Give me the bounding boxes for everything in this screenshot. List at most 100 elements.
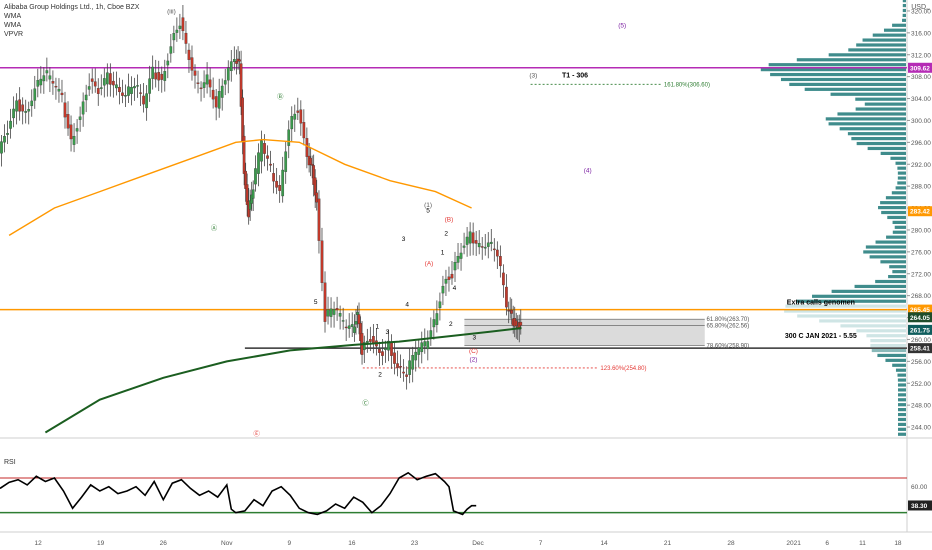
- candle-body: [260, 140, 263, 162]
- candle-body: [30, 100, 34, 107]
- candle-body: [24, 111, 28, 113]
- candle-body: [278, 185, 282, 191]
- candle-body: [384, 348, 387, 350]
- volume-profile-bar: [870, 343, 906, 348]
- candle-body: [444, 278, 448, 284]
- candle-body: [154, 72, 158, 80]
- indicator-wma-1[interactable]: WMA: [4, 13, 22, 20]
- candle-body: [486, 242, 490, 247]
- volume-profile-bar: [886, 235, 906, 239]
- candle-body: [305, 138, 309, 157]
- candle-body: [269, 163, 272, 166]
- volume-profile-bar: [825, 117, 906, 121]
- volume-profile-bar: [892, 270, 906, 274]
- indicator-wma-2[interactable]: WMA: [4, 22, 22, 29]
- rsi-label: RSI: [4, 459, 16, 466]
- candle-body: [39, 78, 43, 86]
- volume-profile-bar: [898, 412, 906, 417]
- volume-profile-bar: [839, 127, 906, 131]
- candle-body: [396, 363, 399, 368]
- candle-body: [251, 189, 255, 199]
- candle-body: [432, 319, 436, 328]
- candle-body: [313, 177, 317, 196]
- volume-profile-bar: [885, 196, 906, 200]
- candle-body: [372, 336, 375, 344]
- candle-body: [9, 120, 12, 129]
- x-tick-label: 9: [288, 540, 292, 547]
- wave-annotation: (B): [445, 217, 454, 224]
- x-tick-label: 11: [859, 540, 866, 547]
- wave-annotation: 300 C JAN 2021 - 5.55: [785, 333, 857, 340]
- volume-profile-bar: [828, 53, 906, 57]
- candle-body: [51, 81, 55, 84]
- y-tick-label: 252.00: [911, 381, 931, 388]
- y-tick-label: 260.00: [911, 337, 931, 344]
- wma-orange-line: [8, 138, 472, 236]
- candle-body: [99, 87, 103, 89]
- y-tick-label: 320.00: [911, 8, 931, 15]
- candle-body: [72, 135, 76, 145]
- wave-annotation: Ⓐ: [211, 224, 218, 232]
- rsi-tick-label: 60.00: [911, 484, 928, 491]
- candle-body: [124, 95, 127, 97]
- volume-profile-bar: [819, 319, 906, 323]
- candle-body: [81, 101, 85, 115]
- candle-body: [393, 352, 396, 364]
- volume-profile-bar: [897, 176, 906, 180]
- fib-zone: [464, 319, 705, 346]
- candle-body: [187, 49, 191, 60]
- y-tick-label: 268.00: [911, 293, 931, 300]
- volume-profile-bar: [837, 112, 906, 116]
- candle-body: [414, 351, 418, 361]
- candle-body: [93, 81, 97, 87]
- wave-annotation: (5): [618, 22, 626, 29]
- volume-profile-bar: [871, 348, 906, 353]
- candle-body: [320, 240, 324, 283]
- candle-body: [75, 128, 79, 132]
- x-tick-label: Dec: [472, 540, 484, 547]
- candle-body: [417, 347, 421, 355]
- candle-body: [127, 86, 130, 96]
- volume-profile-bar: [897, 373, 906, 377]
- volume-profile-bar: [902, 3, 906, 8]
- candle-body: [242, 135, 246, 174]
- y-tick-label: 272.00: [911, 271, 931, 278]
- candle-body: [272, 173, 275, 182]
- wave-annotation: (iii): [167, 9, 176, 16]
- candle-body: [36, 80, 40, 87]
- candle-body: [381, 351, 384, 356]
- volume-profile-bar: [902, 0, 906, 3]
- candle-body: [196, 82, 200, 84]
- candle-body: [284, 151, 288, 172]
- candle-body: [172, 33, 176, 41]
- volume-profile-bar: [897, 171, 906, 175]
- fib-level-label: 61.80%(263.70): [707, 317, 750, 323]
- volume-profile-bar: [892, 23, 906, 27]
- candle-body: [121, 92, 124, 96]
- volume-profile-bar: [863, 250, 906, 254]
- wave-annotation: Ⓔ: [253, 429, 260, 437]
- indicator-vpvr[interactable]: VPVR: [4, 31, 24, 38]
- volume-profile-bar: [891, 191, 906, 195]
- candle-body: [357, 314, 361, 325]
- wave-annotation: 3: [385, 329, 389, 336]
- wave-annotation: 4: [405, 302, 409, 309]
- price-tag-box: [908, 312, 932, 323]
- currency-label[interactable]: USD: [911, 4, 926, 11]
- candle-body: [459, 252, 463, 259]
- wave-annotation: 1: [441, 250, 445, 257]
- volume-profile-bar: [897, 378, 906, 382]
- currency-dropdown-icon[interactable]: ⌄: [925, 5, 931, 12]
- x-tick-label: 23: [411, 540, 419, 547]
- price-tag-label: 258.41: [910, 346, 930, 353]
- candle-body: [115, 84, 118, 89]
- candle-body: [514, 320, 518, 326]
- candle-body: [148, 78, 152, 94]
- x-tick-label: 26: [160, 540, 168, 547]
- volume-profile-bar: [883, 28, 906, 32]
- volume-profile-bar: [898, 432, 906, 436]
- y-tick-label: 288.00: [911, 184, 931, 191]
- wave-annotation: (4): [584, 167, 592, 174]
- volume-profile-bar: [866, 334, 906, 338]
